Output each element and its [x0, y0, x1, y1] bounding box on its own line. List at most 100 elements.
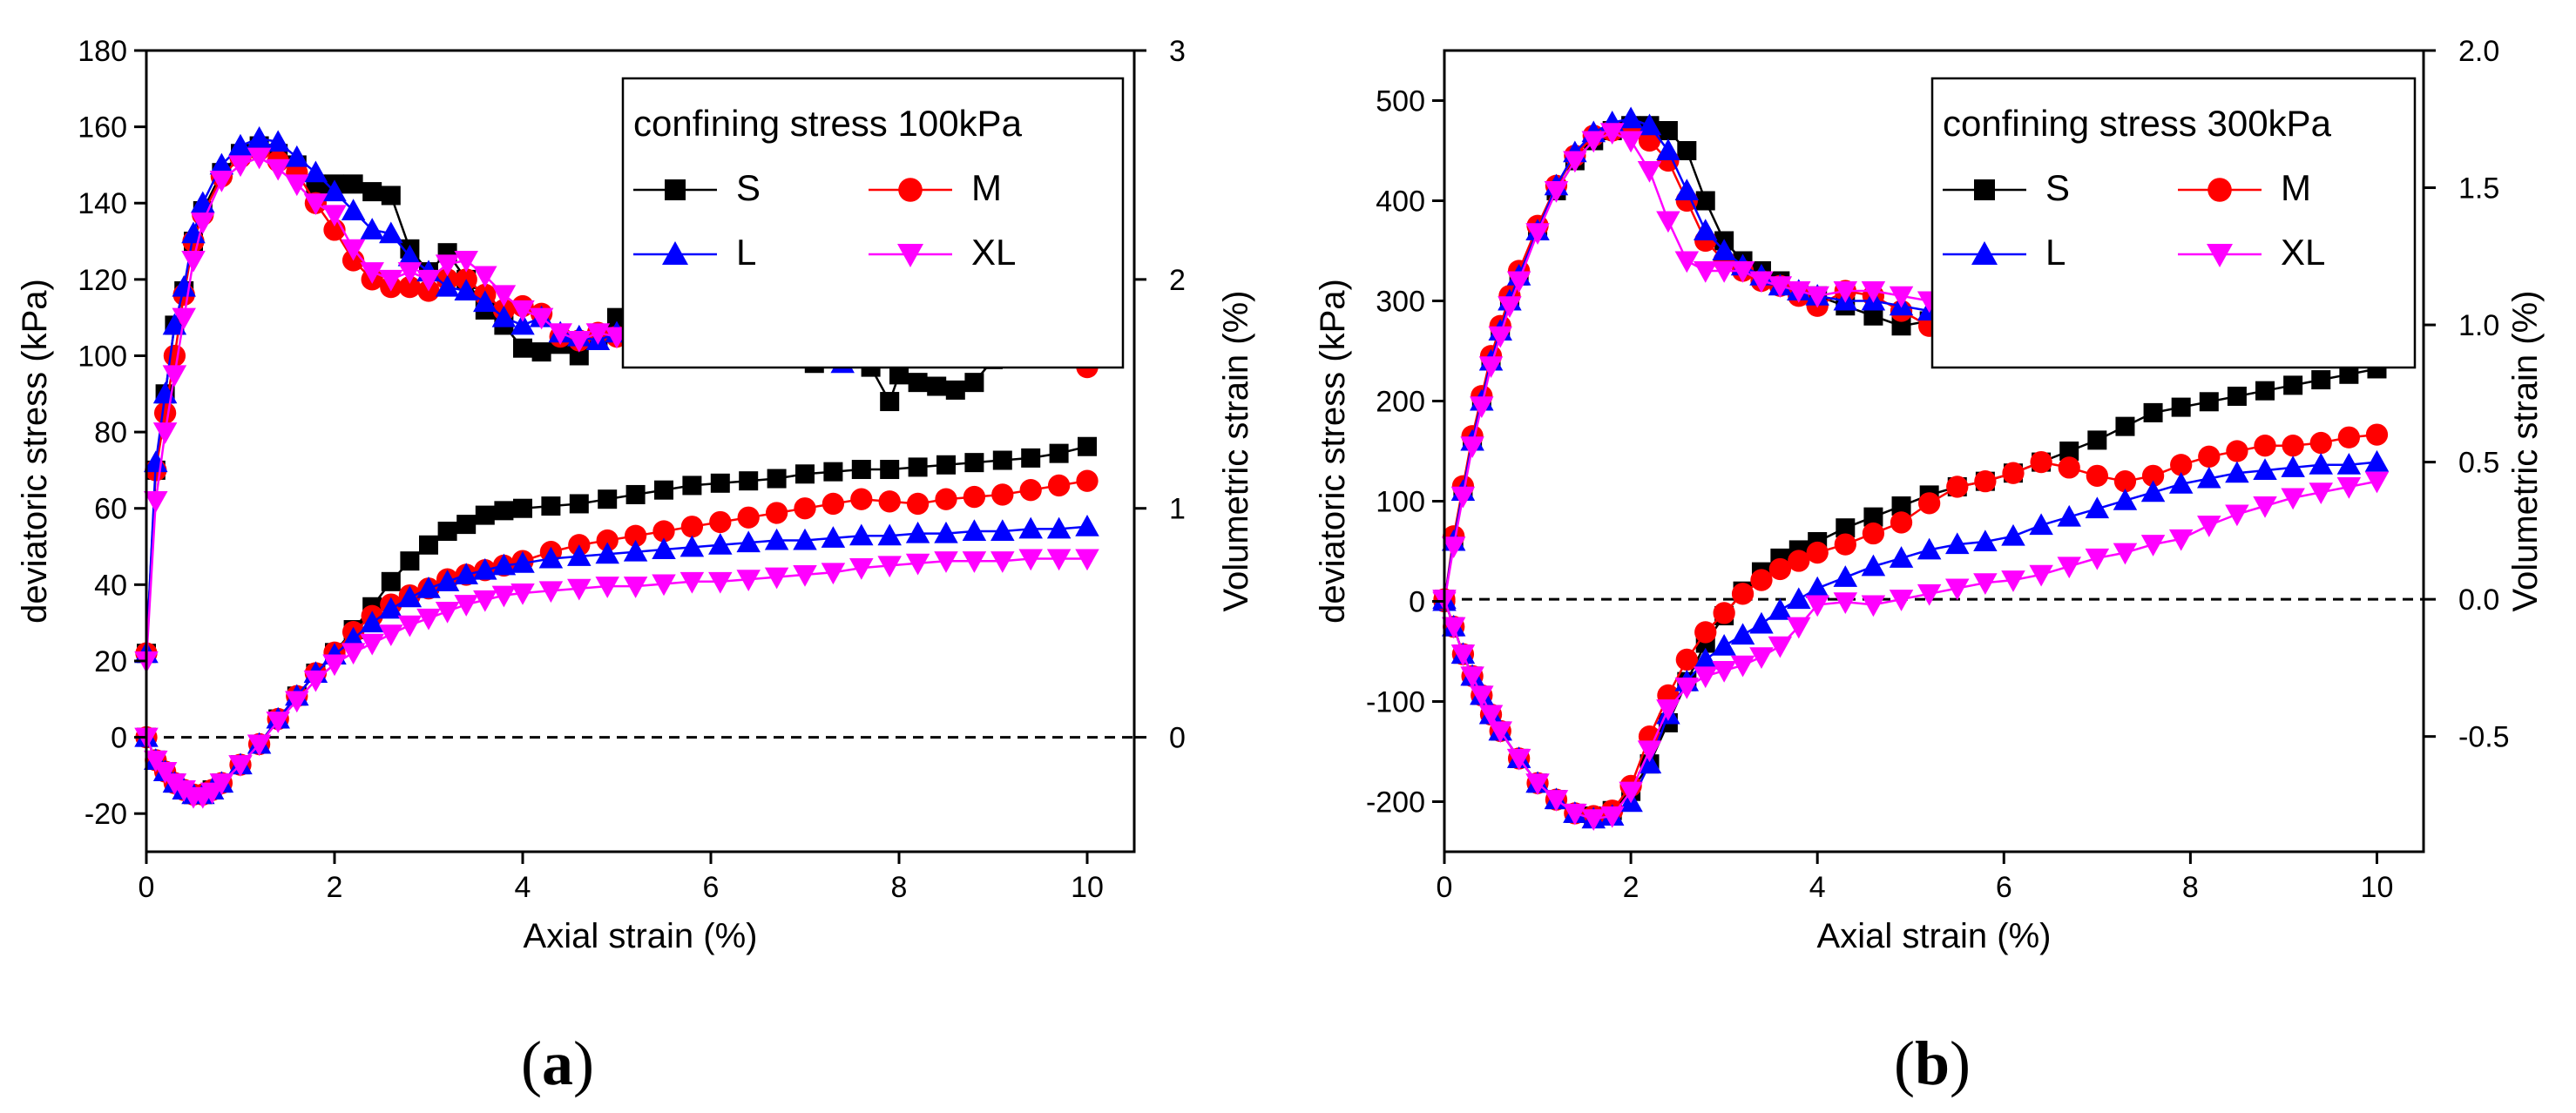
x-tick-label: 6: [703, 871, 720, 904]
data-point-L: [2085, 496, 2110, 519]
data-point-S: [682, 476, 702, 496]
data-point-S: [2143, 402, 2163, 422]
data-point-L: [266, 130, 290, 152]
legend-marker-M: [898, 178, 923, 202]
data-point-XL: [1674, 251, 1700, 273]
data-point-L: [397, 585, 423, 608]
data-point-XL: [1470, 396, 1494, 418]
data-point-S: [1658, 121, 1678, 140]
x-axis-label: Axial strain (%): [1817, 917, 2052, 955]
data-point-XL: [1506, 748, 1531, 771]
data-point-S: [851, 460, 871, 480]
data-point-L: [2309, 453, 2333, 475]
data-point-XL: [849, 558, 874, 580]
data-point-S: [513, 498, 532, 518]
data-point-S: [795, 464, 815, 484]
data-point-XL: [1712, 661, 1736, 683]
x-tick-label: 10: [2361, 871, 2394, 904]
data-point-L: [435, 570, 460, 591]
y-tick-label: -20: [85, 798, 127, 831]
data-point-L: [510, 313, 535, 335]
data-point-M: [398, 275, 422, 299]
x-tick-label: 0: [1437, 871, 1453, 904]
data-point-S: [880, 460, 900, 480]
data-point-M: [878, 490, 901, 513]
data-point-L: [2001, 523, 2025, 546]
data-point-M: [991, 483, 1014, 506]
data-point-L: [303, 160, 328, 183]
data-point-XL: [1470, 685, 1494, 708]
data-point-L: [708, 533, 733, 555]
data-point-XL: [736, 570, 761, 591]
data-point-XL: [379, 624, 403, 647]
legend-entry-L: L: [633, 232, 756, 273]
data-point-XL: [2029, 564, 2053, 587]
data-point-L: [162, 313, 187, 335]
data-point-L: [473, 557, 497, 580]
data-point-S: [456, 515, 477, 535]
data-point-S: [964, 453, 984, 473]
data-point-XL: [764, 567, 789, 590]
data-point-S: [541, 496, 561, 516]
data-point-S: [419, 535, 438, 555]
y-tick-label: 400: [1376, 186, 1425, 219]
data-point-L: [2168, 472, 2194, 494]
y-tick-label: -100: [1366, 686, 1425, 719]
y-tick-label: 140: [78, 187, 127, 220]
data-point-S: [936, 455, 956, 475]
data-point-XL: [1693, 261, 1718, 283]
x-tick-label: 0: [139, 871, 155, 904]
data-point-L: [1889, 546, 1914, 568]
data-point-XL: [397, 262, 423, 284]
data-point-XL: [1973, 573, 1998, 595]
data-point-S: [710, 473, 730, 493]
data-point-M: [163, 344, 186, 368]
data-point-M: [963, 485, 986, 509]
data-point-L: [2336, 453, 2362, 475]
legend-marker-L: [1971, 241, 1998, 265]
data-point-M: [1750, 569, 1773, 591]
data-point-XL: [2225, 504, 2249, 527]
data-point-XL: [1599, 806, 1625, 828]
data-point-XL: [209, 773, 234, 795]
data-point-XL: [322, 654, 347, 677]
data-point-XL: [1889, 286, 1914, 308]
data-point-S: [1677, 141, 1697, 160]
data-point-XL: [1749, 271, 1774, 293]
data-point-S: [1021, 448, 1041, 468]
data-point-L: [2281, 455, 2305, 477]
data-point-XL: [567, 330, 592, 353]
y2-tick-label: 1: [1169, 493, 1186, 526]
data-point-XL: [1441, 617, 1466, 639]
data-point-XL: [1478, 356, 1504, 378]
data-point-XL: [209, 170, 234, 192]
data-point-L: [454, 279, 478, 300]
data-point-XL: [172, 307, 196, 330]
data-point-XL: [1563, 803, 1587, 826]
legend-title: confining stress 100kPa: [633, 103, 1023, 144]
data-point-XL: [1805, 595, 1829, 617]
data-point-M: [1974, 470, 1997, 493]
data-point-S: [2115, 416, 2135, 436]
data-point-XL: [303, 670, 328, 692]
data-point-M: [850, 488, 873, 510]
y2-tick-label: 1.0: [2458, 309, 2499, 342]
data-point-S: [739, 471, 759, 491]
data-point-M: [1694, 621, 1717, 644]
data-point-XL: [2140, 535, 2166, 556]
data-point-XL: [228, 155, 253, 178]
y-tick-label: 500: [1376, 85, 1425, 118]
data-point-L: [1693, 647, 1718, 670]
data-point-XL: [2113, 543, 2138, 565]
legend: confining stress 300kPa S M L XL: [1930, 77, 2417, 369]
data-point-XL: [1599, 123, 1625, 145]
data-point-S: [2199, 392, 2219, 412]
y2-tick-label: 3: [1169, 35, 1186, 68]
data-point-S: [569, 346, 589, 366]
data-point-XL: [144, 750, 168, 772]
data-point-XL: [266, 159, 290, 181]
data-point-S: [889, 365, 909, 385]
legend-label-M: M: [971, 167, 1002, 208]
y-tick-label: 120: [78, 264, 127, 297]
data-point-XL: [1712, 261, 1736, 283]
